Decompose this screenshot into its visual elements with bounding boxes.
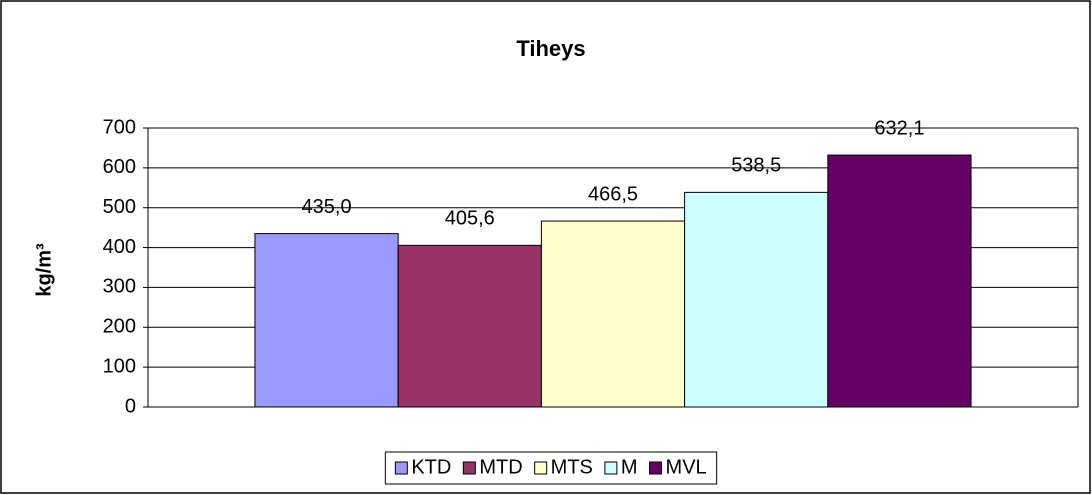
- legend-label: KTD: [411, 456, 451, 478]
- y-tick-label: 500: [103, 196, 136, 218]
- y-tick-label: 400: [103, 236, 136, 258]
- chart-title: Tiheys: [516, 36, 585, 61]
- bar: [254, 233, 399, 408]
- legend-swatch: [394, 461, 408, 475]
- data-label: 466,5: [588, 183, 638, 205]
- legend-swatch: [604, 461, 618, 475]
- y-tick-label: 600: [103, 156, 136, 178]
- y-tick-label: 300: [103, 276, 136, 298]
- legend-swatch: [534, 461, 548, 475]
- data-label: 435,0: [302, 196, 352, 218]
- legend-label: MTS: [551, 456, 593, 478]
- bar: [684, 191, 829, 408]
- y-tick-label: 200: [103, 316, 136, 338]
- legend-swatch: [649, 461, 663, 475]
- y-tick-label: 100: [103, 355, 136, 377]
- legend-label: MVL: [666, 456, 707, 478]
- bar: [540, 220, 686, 408]
- legend-label: MTD: [479, 456, 522, 478]
- y-axis-label: kg/m³: [33, 243, 55, 297]
- data-label: 632,1: [874, 117, 924, 139]
- y-tick-label: 0: [125, 395, 136, 417]
- y-tick-label: 700: [103, 116, 136, 138]
- legend-swatch: [462, 461, 476, 475]
- data-label: 538,5: [731, 155, 781, 177]
- data-label: 405,6: [445, 208, 495, 230]
- legend-label: M: [621, 456, 638, 478]
- bar: [827, 154, 972, 408]
- bar: [397, 244, 542, 408]
